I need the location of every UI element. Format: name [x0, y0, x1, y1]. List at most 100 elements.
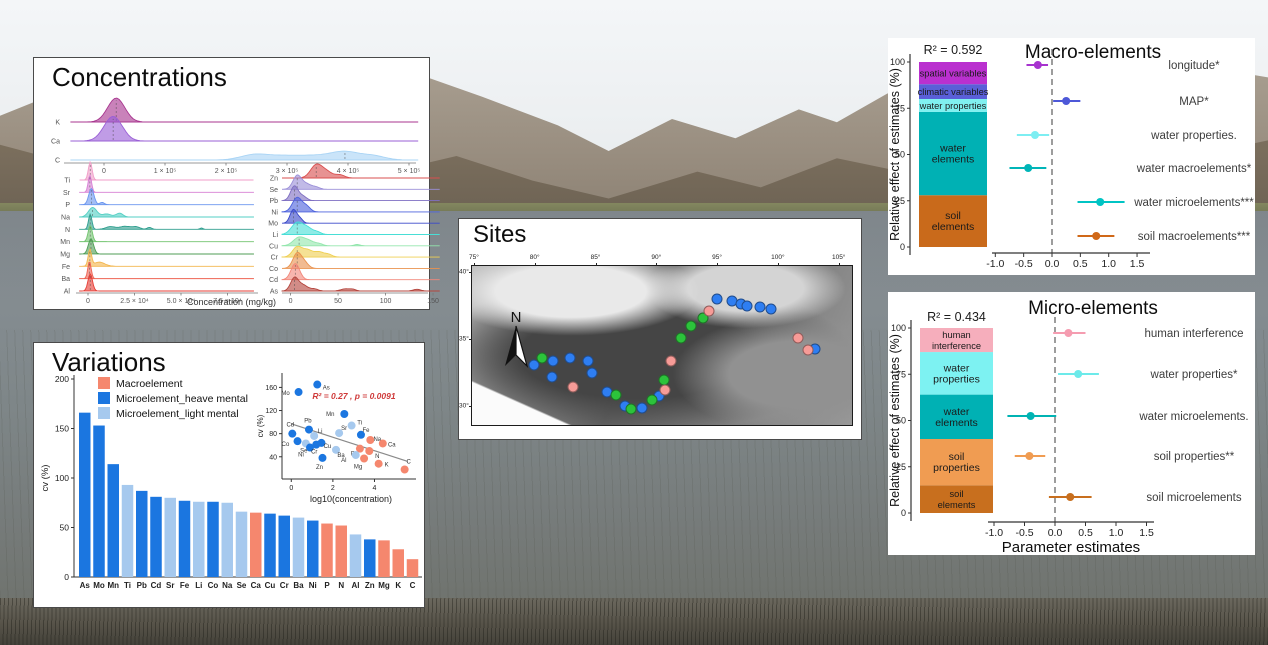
row-label-Al: Al [64, 288, 71, 295]
bar-Cd [150, 496, 162, 577]
row-label-Cd: Cd [269, 277, 278, 284]
site-point [802, 344, 814, 356]
segment-label: water [943, 362, 970, 374]
ridge-Ni [281, 196, 440, 213]
point-label-Zn: Zn [316, 465, 323, 471]
ridge-Ca [70, 116, 419, 142]
point-P [355, 444, 364, 453]
legend-swatch [98, 392, 110, 404]
site-point [675, 332, 687, 344]
point-label-Mg: Mg [354, 465, 362, 471]
site-point [586, 367, 598, 379]
point-N [365, 446, 374, 455]
site-point [711, 293, 723, 305]
bar-Cr [278, 515, 290, 577]
lon-tick-label: 95° [712, 254, 723, 261]
point-Mo [294, 388, 303, 397]
bar-Se [235, 511, 248, 577]
concentrations-top-chart: 0 1 × 10⁵ 2 × 10⁵ 3 × 10⁵ 4 × 10⁵ 5 × 10⁵ K Ca C [51, 97, 420, 175]
row-label-Mn: Mn [60, 239, 70, 246]
x-tick-label: 0 [86, 298, 90, 305]
bar-Zn [364, 539, 376, 577]
ridge-C [70, 150, 419, 161]
bar-P [321, 523, 333, 577]
point-label-Se: Se [300, 448, 308, 454]
segment-label: properties [933, 462, 980, 474]
lon-tick-label: 75° [468, 254, 479, 261]
point-label-Ba: Ba [337, 453, 345, 459]
site-point [528, 359, 540, 371]
y-tick-label: 0 [64, 572, 69, 582]
ridge-P [79, 187, 254, 206]
segment-label: elements [935, 417, 978, 429]
ridge-Zn [282, 163, 440, 179]
x-tick-label: -0.5 [1015, 527, 1033, 539]
r2-label: R² = 0.592 [924, 43, 983, 57]
point-label-Ca: Ca [388, 442, 396, 448]
bar-label-Ti: Ti [124, 581, 131, 590]
y-tick-label: 100 [55, 473, 69, 483]
point-label-As: As [323, 386, 330, 392]
segment-label: climatic variables [918, 87, 989, 97]
row-label-2: water properties. [1150, 130, 1237, 142]
site-point [610, 389, 622, 401]
point-label-Al: Al [341, 458, 346, 464]
bar-label-Pb: Pb [137, 581, 147, 590]
point-label-Mn: Mn [326, 412, 334, 418]
x-tick-label: 0 [289, 485, 293, 492]
point-label-Co: Co [282, 442, 290, 448]
row-label-Ti: Ti [64, 178, 70, 185]
lon-tick-label: 90° [651, 254, 662, 261]
lon-tick-label: 105° [831, 254, 846, 261]
site-point [754, 301, 766, 313]
site-point [582, 355, 594, 367]
bar-Ba [292, 517, 305, 577]
ridge-Na [79, 207, 254, 218]
bar-N [335, 525, 347, 577]
x-tick-label: 0.5 [1073, 258, 1088, 270]
r2-annotation: R² = 0.27 , p = 0.0091 [312, 391, 395, 401]
bar-Sr [164, 497, 176, 577]
ridge-Ti [79, 160, 254, 181]
legend-swatch [98, 407, 110, 419]
ridge-K [70, 97, 419, 123]
row-label-Mo: Mo [268, 221, 278, 228]
point-Sr [335, 429, 344, 438]
site-point [546, 371, 558, 383]
sites-map: N 75° 80° 85° 90° 95° 100° 105° 40° 35° 30° [459, 254, 853, 426]
row-label-3: soil properties** [1154, 451, 1235, 463]
x-tick-label: 0.5 [1078, 527, 1093, 539]
y-tick-label: 75 [895, 103, 905, 113]
bar-Mn [107, 464, 119, 577]
point-label-Ni: Ni [298, 453, 304, 459]
bar-label-P: P [324, 581, 330, 590]
bar-Ca [250, 512, 262, 577]
lon-tick-mark [595, 263, 597, 266]
concentrations-xaxis-label: Concentration (mg/kg) [186, 297, 277, 307]
x-tick-label: -1.0 [986, 258, 1004, 270]
x-tick-label: 0.0 [1045, 258, 1060, 270]
row-label-N: N [65, 227, 70, 234]
y-tick-label: 40 [269, 454, 277, 461]
bar-label-Al: Al [352, 581, 360, 590]
x-tick-label: 1 × 10⁵ [154, 168, 177, 175]
bar-Mg [378, 540, 390, 577]
row-label-Se: Se [269, 187, 278, 194]
legend-label: Microelement_light mental [116, 408, 239, 420]
row-label-4: soil microelements [1146, 492, 1241, 504]
row-label-0: longitude* [1168, 60, 1220, 72]
variations-inset-scatter: 40 80 120 160 0 2 4 cv (%) log10(concentration) M… [254, 369, 424, 509]
point-label-K: K [385, 463, 389, 469]
bar-Na [221, 502, 233, 577]
point-label-N: N [375, 454, 379, 460]
bar-label-Na: Na [222, 581, 233, 590]
ridge-Cr [281, 245, 440, 258]
segment-label: water properties [919, 101, 987, 111]
segment-label: elements [932, 221, 975, 233]
row-label-5: soil macroelements*** [1138, 231, 1251, 243]
point-Mn [340, 409, 349, 418]
y-axis-label: Relative effect of estimates (%) [888, 68, 902, 241]
point-label-Mo: Mo [281, 391, 290, 397]
lon-tick-mark [838, 263, 840, 266]
